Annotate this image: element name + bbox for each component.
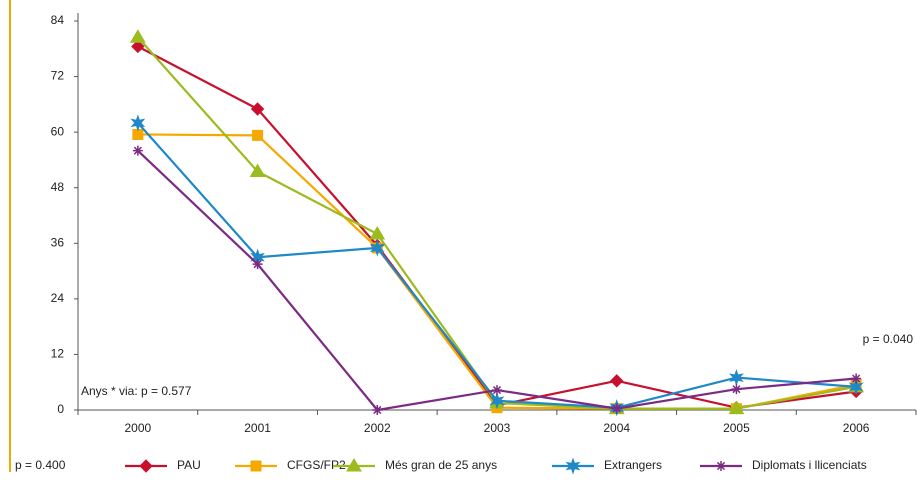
- annotation: p = 0.400: [15, 458, 66, 472]
- x-tick-label: 2006: [843, 421, 870, 435]
- series-line: [137, 122, 857, 409]
- marker: [848, 378, 864, 396]
- marker: [252, 259, 263, 270]
- x-tick-label: 2001: [244, 421, 271, 435]
- series-line: [137, 36, 857, 410]
- marker: [492, 385, 502, 396]
- legend-marker: [346, 458, 362, 472]
- x-tick-label: 2000: [125, 421, 152, 435]
- legend-label: Més gran de 25 anys: [385, 458, 497, 472]
- y-tick-label: 72: [51, 69, 65, 83]
- y-tick-label: 0: [57, 402, 64, 416]
- marker: [372, 405, 383, 415]
- y-tick-label: 12: [51, 347, 65, 361]
- y-tick-label: 24: [51, 291, 65, 305]
- marker: [250, 102, 265, 116]
- marker: [369, 226, 386, 240]
- x-tick-label: 2005: [723, 421, 750, 435]
- legend-marker: [716, 461, 726, 471]
- marker: [851, 373, 862, 384]
- annotation: p = 0.040: [863, 332, 914, 346]
- marker: [489, 392, 505, 410]
- marker: [610, 374, 624, 388]
- x-tick-label: 2002: [364, 421, 391, 435]
- marker: [131, 39, 145, 54]
- y-tick-label: 60: [51, 124, 65, 138]
- x-tick-label: 2003: [484, 421, 511, 435]
- legend-label: Diplomats i llicenciats: [752, 458, 867, 472]
- y-tick-label: 36: [51, 235, 65, 249]
- marker: [130, 114, 146, 132]
- marker: [611, 403, 622, 414]
- series-line: [137, 45, 857, 409]
- series-line: [137, 149, 857, 412]
- legend-marker: [139, 459, 153, 473]
- y-tick-label: 84: [51, 13, 65, 27]
- annotation: Anys * via: p = 0.577: [81, 384, 192, 398]
- marker: [731, 384, 742, 395]
- marker: [728, 400, 745, 415]
- marker: [249, 163, 266, 178]
- legend-label: CFGS/FP2: [287, 458, 346, 472]
- marker: [252, 129, 264, 141]
- y-tick-label: 48: [51, 180, 65, 194]
- x-tick-label: 2004: [603, 421, 630, 435]
- marker: [132, 145, 143, 156]
- legend-label: Extrangers: [604, 458, 662, 472]
- legend-marker: [565, 457, 581, 475]
- series-line: [137, 133, 857, 410]
- marker: [129, 29, 146, 43]
- legend-marker: [250, 460, 262, 472]
- legend-label: PAU: [177, 458, 201, 472]
- marker: [369, 239, 385, 257]
